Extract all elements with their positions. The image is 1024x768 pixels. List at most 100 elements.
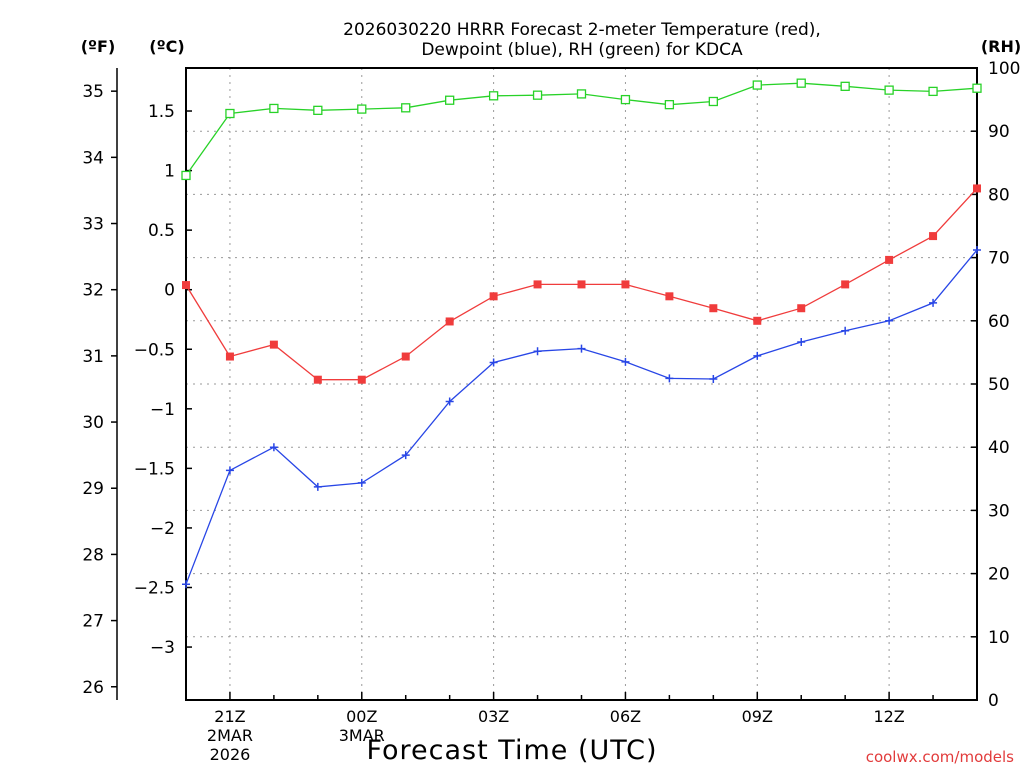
rh-point xyxy=(752,80,762,90)
dewpoint-point xyxy=(665,374,674,383)
series-rh xyxy=(181,78,982,181)
rh-tick-label: 80 xyxy=(988,185,1010,205)
rh-point xyxy=(532,90,543,100)
dewpoint-point xyxy=(401,451,410,460)
x-tick-label: 03Z xyxy=(478,707,509,726)
temperature-point xyxy=(753,316,762,325)
rh-point xyxy=(620,94,631,105)
rh-point xyxy=(488,91,499,101)
rh-point xyxy=(840,81,850,91)
rh-point xyxy=(972,83,982,93)
series-dewpoint xyxy=(182,245,981,589)
fahrenheit-tick-label: 31 xyxy=(82,347,104,367)
temperature-point xyxy=(533,280,542,289)
celsius-tick-label: 1 xyxy=(164,162,175,182)
temperature-point xyxy=(841,280,850,289)
celsius-axis: −3 −2.5 −2 −1.5 −1 −0.5 0 0.5 1 1.5 xyxy=(134,102,192,658)
temperature-point xyxy=(885,255,894,264)
rh-point xyxy=(708,96,718,107)
celsius-tick-label: 0.5 xyxy=(148,221,175,241)
x-tick-label: 06Z xyxy=(610,707,641,726)
fahrenheit-tick-label: 27 xyxy=(82,612,104,632)
dewpoint-point xyxy=(225,466,234,475)
fahrenheit-tick-label: 32 xyxy=(82,281,104,301)
dewpoint-point xyxy=(269,443,278,452)
temperature-point xyxy=(445,317,454,326)
x-tick-label: 00Z xyxy=(346,707,377,726)
x-date-label: 2026 xyxy=(210,745,251,764)
x-date-label: 2MAR xyxy=(207,726,253,745)
rh-point xyxy=(928,86,938,97)
x-date-label: 3MAR xyxy=(339,726,385,745)
rh-point xyxy=(269,103,279,114)
rh-tick-label: 20 xyxy=(988,565,1010,585)
chart-title-line2: Dewpoint (blue), RH (green) for KDCA xyxy=(421,40,743,60)
dewpoint-point xyxy=(929,298,938,307)
rh-tick-label: 90 xyxy=(988,122,1010,142)
temperature-point xyxy=(313,375,322,384)
dewpoint-point xyxy=(797,337,806,346)
fahrenheit-axis: 26 27 28 29 30 31 32 33 34 35 xyxy=(82,82,117,698)
x-tick-label: 12Z xyxy=(873,707,904,726)
fahrenheit-tick-label: 33 xyxy=(82,215,104,235)
credit-label: coolwx.com/models xyxy=(866,748,1014,766)
rh-tick-label: 60 xyxy=(988,312,1010,332)
dewpoint-point xyxy=(885,316,894,325)
temperature-point xyxy=(401,352,410,361)
x-tick-label: 09Z xyxy=(742,707,773,726)
rh-point xyxy=(884,85,894,95)
celsius-tick-label: −3 xyxy=(150,638,175,658)
celsius-tick-label: 1.5 xyxy=(148,102,175,122)
rh-tick-label: 10 xyxy=(988,628,1010,648)
fahrenheit-tick-label: 34 xyxy=(82,148,104,168)
temperature-point xyxy=(973,184,981,193)
dewpoint-point xyxy=(313,482,322,491)
celsius-tick-label: −2 xyxy=(150,519,175,539)
series-layer xyxy=(181,78,982,589)
rh-tick-label: 0 xyxy=(988,691,999,711)
celsius-tick-label: −1.5 xyxy=(134,459,175,479)
temperature-point xyxy=(225,352,234,361)
temperature-point xyxy=(182,281,190,290)
rh-point xyxy=(664,100,675,110)
grid-lines xyxy=(186,68,977,700)
temperature-point xyxy=(797,304,806,313)
series-temperature xyxy=(182,184,981,384)
dewpoint-point xyxy=(709,375,718,384)
rh-axis: 0 10 20 30 40 50 60 70 80 90 100 xyxy=(971,59,1020,711)
temperature-point xyxy=(269,340,278,349)
fahrenheit-tick-label: 30 xyxy=(82,413,104,433)
celsius-tick-label: −2.5 xyxy=(134,578,175,598)
celsius-tick-label: −1 xyxy=(150,400,175,420)
x-tick-label: 21Z xyxy=(214,707,245,726)
dewpoint-point xyxy=(489,358,498,367)
temperature-point xyxy=(577,280,586,289)
fahrenheit-tick-label: 29 xyxy=(82,479,104,499)
fahrenheit-tick-label: 26 xyxy=(82,678,104,698)
dewpoint-point xyxy=(357,478,366,487)
x-axis-title: Forecast Time (UTC) xyxy=(366,735,657,766)
dewpoint-point xyxy=(577,344,586,353)
temperature-point xyxy=(929,232,938,241)
dewpoint-point xyxy=(753,351,762,360)
dewpoint-line xyxy=(185,249,978,585)
fahrenheit-unit-label: (ºF) xyxy=(81,37,116,56)
fahrenheit-tick-label: 35 xyxy=(82,82,104,102)
rh-tick-label: 40 xyxy=(988,438,1010,458)
rh-tick-label: 100 xyxy=(988,59,1020,79)
rh-point xyxy=(401,103,411,113)
rh-point xyxy=(313,105,323,115)
rh-tick-label: 30 xyxy=(988,501,1010,521)
rh-point xyxy=(181,170,191,181)
rh-point xyxy=(225,108,235,119)
chart-title-line1: 2026030220 HRRR Forecast 2-meter Tempera… xyxy=(343,20,821,40)
dewpoint-point xyxy=(621,357,630,366)
celsius-tick-label: −0.5 xyxy=(134,340,175,360)
temperature-point xyxy=(621,280,630,289)
temperature-point xyxy=(665,292,674,301)
rh-point xyxy=(357,104,367,114)
rh-point xyxy=(796,78,806,88)
dewpoint-point xyxy=(445,397,454,406)
